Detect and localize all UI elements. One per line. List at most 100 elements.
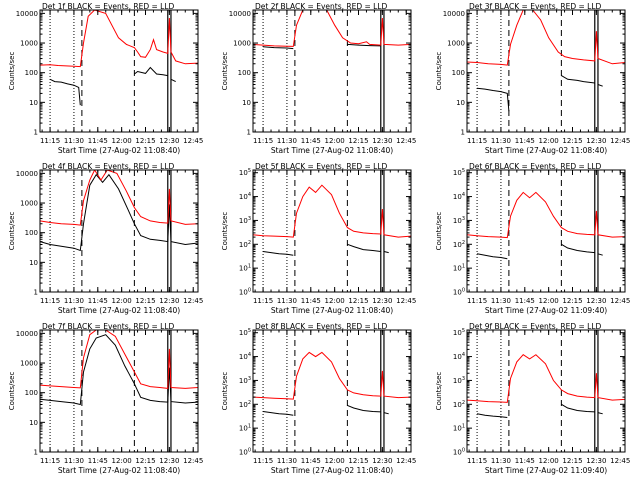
x-tick-label: 11:15 [40, 457, 60, 465]
x-tick-label: 12:15 [348, 457, 368, 465]
series-lld-line [467, 10, 625, 66]
y-axis-label: Counts/sec [435, 52, 443, 91]
y-tick-exponent: 4 [248, 192, 251, 198]
panel-6: 11:15 11:30 11:45 12:00 12:15 12:30 12:4510010… [435, 162, 630, 315]
panel-1: 11:15 11:30 11:45 12:00 12:15 12:30 12:45 1 10 10… [8, 2, 203, 155]
x-tick-label: 12:45 [183, 137, 203, 145]
y-tick-label: 100 [239, 448, 251, 457]
y-axis-label: Counts/sec [435, 212, 443, 251]
series-lld-line [253, 10, 411, 47]
y-axis-label: Counts/sec [435, 372, 443, 411]
x-tick-label: 12:00 [325, 297, 345, 305]
y-tick-label: 103 [239, 216, 251, 225]
y-tick-exponent: 1 [462, 264, 465, 270]
x-axis-label: Start Time (27-Aug-02 11:08:40) [58, 146, 180, 155]
series-events-line [134, 66, 168, 77]
y-axis-label: Counts/sec [221, 212, 229, 251]
series-lld-line [40, 10, 198, 68]
panel-5: 11:15 11:30 11:45 12:00 12:15 12:30 12:4510010… [221, 162, 416, 315]
plot-frame [39, 9, 199, 133]
panel-9: 11:15 11:30 11:45 12:00 12:15 12:30 12:4510010… [435, 322, 630, 475]
x-tick-label: 11:45 [515, 457, 535, 465]
y-tick-label: 100 [239, 288, 251, 297]
panel-title: Det 6f BLACK = Events, RED = LLD [469, 162, 602, 171]
x-tick-label: 12:15 [348, 297, 368, 305]
x-tick-label: 12:45 [396, 457, 416, 465]
x-tick-label: 12:00 [112, 457, 132, 465]
y-tick-label: 104 [453, 352, 465, 361]
x-tick-label: 12:15 [562, 297, 582, 305]
y-tick-exponent: 5 [248, 168, 251, 174]
x-tick-label: 11:45 [515, 297, 535, 305]
y-tick-label: 103 [239, 376, 251, 385]
y-tick-label: 1000 [233, 40, 251, 48]
x-tick-label: 11:15 [253, 297, 273, 305]
x-tick-label: 12:30 [159, 297, 179, 305]
series-lld-line [40, 170, 198, 226]
y-tick-exponent: 4 [462, 352, 465, 358]
x-tick-label: 12:15 [562, 137, 582, 145]
x-tick-label: 11:45 [88, 137, 108, 145]
x-tick-label: 12:00 [539, 297, 559, 305]
series-events-line [561, 243, 595, 254]
x-tick-label: 12:45 [610, 297, 630, 305]
y-tick-label: 101 [239, 264, 251, 273]
panel-title: Det 4f BLACK = Events, RED = LLD [42, 162, 175, 171]
y-tick-exponent: 3 [248, 216, 251, 222]
x-axis-label: Start Time (27-Aug-02 11:09:40) [485, 306, 607, 315]
x-tick-label: 11:15 [40, 137, 60, 145]
panel-title: Det 7f BLACK = Events, RED = LLD [42, 322, 175, 331]
panel-title: Det 2f BLACK = Events, RED = LLD [255, 2, 388, 11]
x-tick-label: 11:30 [64, 297, 84, 305]
series-events-line [477, 413, 508, 418]
y-tick-label: 104 [239, 192, 251, 201]
x-tick-label: 11:15 [467, 457, 487, 465]
x-axis-label: Start Time (27-Aug-02 11:08:40) [271, 466, 393, 475]
series-lld-line [253, 351, 411, 400]
x-tick-label: 12:30 [372, 297, 392, 305]
x-tick-label: 12:45 [183, 457, 203, 465]
plot-frame [252, 329, 412, 453]
panel-title: Det 3f BLACK = Events, RED = LLD [469, 2, 602, 11]
y-tick-label: 102 [239, 400, 251, 409]
y-tick-label: 10000 [229, 10, 251, 18]
x-tick-label: 12:00 [112, 137, 132, 145]
x-tick-label: 11:30 [491, 297, 511, 305]
series-events-line [347, 404, 381, 413]
plot-frame [466, 169, 626, 293]
x-tick-label: 11:30 [277, 297, 297, 305]
series-lld-line [467, 354, 625, 403]
x-tick-label: 11:30 [277, 457, 297, 465]
y-tick-exponent: 5 [462, 168, 465, 174]
x-tick-label: 12:30 [586, 457, 606, 465]
y-tick-label: 1000 [447, 40, 465, 48]
plot-frame [39, 329, 199, 453]
series-events-line [477, 253, 508, 260]
y-tick-label: 102 [453, 240, 465, 249]
series-events-line [597, 84, 603, 87]
y-tick-label: 10 [242, 99, 251, 107]
y-tick-exponent: 1 [462, 424, 465, 430]
x-tick-label: 12:45 [396, 137, 416, 145]
y-tick-label: 104 [453, 192, 465, 201]
x-tick-label: 12:30 [159, 137, 179, 145]
x-tick-label: 12:15 [135, 137, 155, 145]
series-events-line [597, 412, 603, 415]
y-tick-exponent: 3 [462, 216, 465, 222]
series-events-line [170, 78, 176, 83]
x-tick-label: 12:00 [539, 137, 559, 145]
panel-title: Det 9f BLACK = Events, RED = LLD [469, 322, 602, 331]
series-lld-line [40, 330, 198, 389]
y-tick-exponent: 4 [248, 352, 251, 358]
x-tick-label: 11:45 [515, 137, 535, 145]
plot-frame [252, 169, 412, 293]
y-axis-label: Counts/sec [221, 52, 229, 91]
x-tick-label: 11:15 [467, 137, 487, 145]
series-events-line [597, 253, 603, 256]
x-tick-label: 12:00 [325, 137, 345, 145]
y-tick-exponent: 4 [462, 192, 465, 198]
y-tick-label: 10 [29, 259, 38, 267]
y-tick-label: 100 [238, 69, 251, 77]
y-tick-label: 100 [25, 389, 38, 397]
series-events-line [40, 173, 198, 252]
